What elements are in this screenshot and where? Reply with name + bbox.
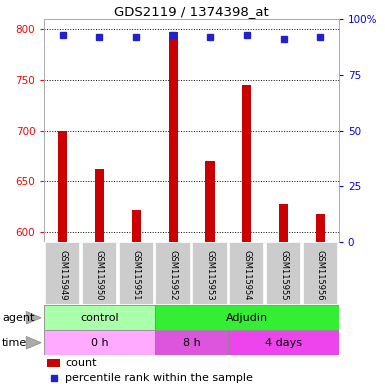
Text: count: count	[65, 358, 96, 368]
Text: Adjudin: Adjudin	[226, 313, 268, 323]
Bar	[266, 242, 301, 305]
Text: 4 days: 4 days	[265, 338, 302, 348]
Bar	[229, 242, 264, 305]
Text: 0 h: 0 h	[91, 338, 108, 348]
Text: GSM115950: GSM115950	[95, 250, 104, 300]
Bar	[47, 359, 60, 367]
Text: agent: agent	[2, 313, 34, 323]
Bar	[82, 242, 117, 305]
Text: 8 h: 8 h	[182, 338, 201, 348]
Text: GSM115949: GSM115949	[58, 250, 67, 300]
Bar	[119, 242, 154, 305]
Polygon shape	[26, 336, 41, 349]
Bar	[155, 330, 228, 355]
Bar	[95, 169, 104, 242]
Bar	[205, 161, 214, 242]
Text: GSM115954: GSM115954	[242, 250, 251, 300]
Text: GSM115956: GSM115956	[316, 250, 325, 300]
Bar	[303, 242, 338, 305]
Bar	[44, 305, 155, 330]
Bar	[58, 131, 67, 242]
Text: percentile rank within the sample: percentile rank within the sample	[65, 372, 253, 383]
Text: GSM115952: GSM115952	[169, 250, 177, 300]
Text: GSM115955: GSM115955	[279, 250, 288, 300]
Bar	[44, 330, 155, 355]
Bar	[228, 330, 339, 355]
Bar	[242, 85, 251, 242]
Bar	[316, 214, 325, 242]
Text: GSM115953: GSM115953	[206, 250, 214, 300]
Text: control: control	[80, 313, 119, 323]
Bar	[155, 305, 339, 330]
Polygon shape	[26, 311, 41, 324]
Bar	[45, 242, 80, 305]
Bar	[132, 210, 141, 242]
Bar	[156, 242, 191, 305]
Text: time: time	[2, 338, 27, 348]
Bar	[279, 204, 288, 242]
Bar	[192, 242, 228, 305]
Title: GDS2119 / 1374398_at: GDS2119 / 1374398_at	[114, 5, 269, 18]
Text: GSM115951: GSM115951	[132, 250, 141, 300]
Bar	[169, 32, 178, 242]
